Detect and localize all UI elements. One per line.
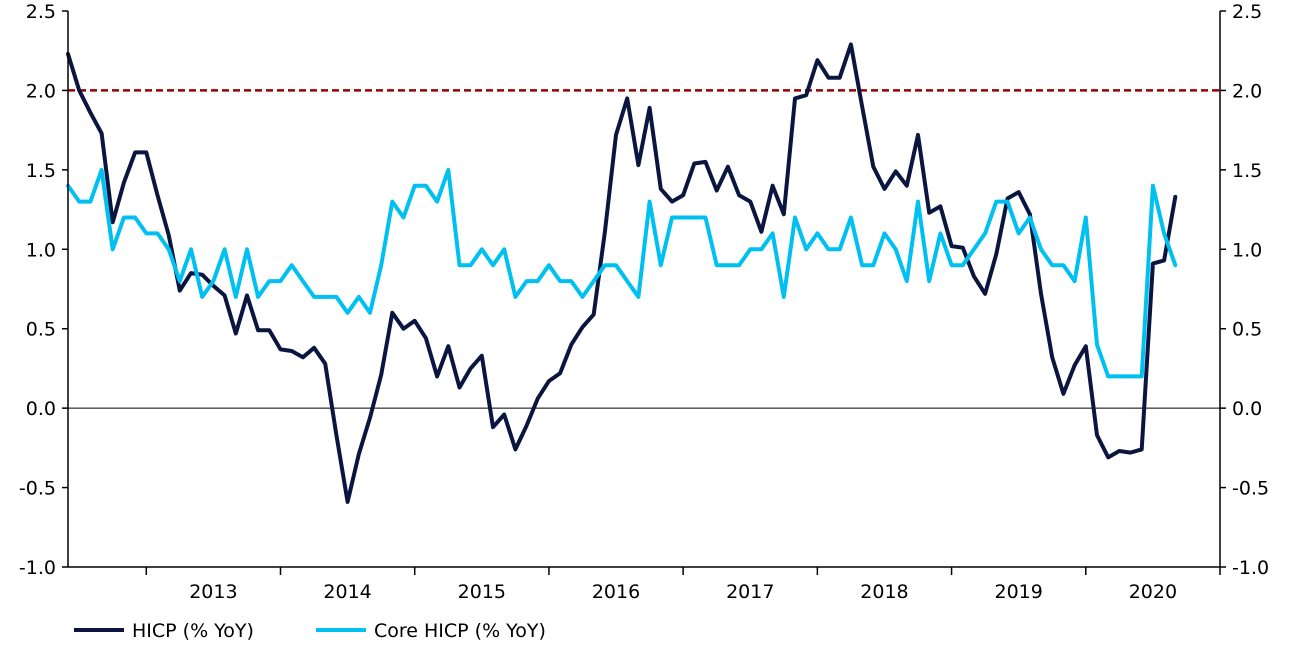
- left-y-tick-label: 1.0: [26, 239, 56, 261]
- left-y-tick-label: 0.0: [26, 398, 56, 420]
- right-y-tick-label: -0.5: [1232, 478, 1269, 500]
- left-y-tick-label: 0.5: [26, 319, 56, 341]
- right-y-tick-label: 1.5: [1232, 160, 1262, 182]
- reference-lines: [68, 89, 1220, 409]
- x-tick-label: 2015: [458, 581, 506, 603]
- legend-label: Core HICP (% YoY): [374, 620, 546, 642]
- right-y-tick-label: 2.5: [1232, 1, 1262, 23]
- left-y-tick-label: 2.5: [26, 1, 56, 23]
- left-y-tick-label: -1.0: [19, 557, 56, 579]
- left-y-tick-label: -0.5: [19, 478, 56, 500]
- right-y-tick-label: 0.5: [1232, 319, 1262, 341]
- right-y-tick-label: 0.0: [1232, 398, 1262, 420]
- x-tick-label: 2013: [189, 581, 237, 603]
- x-tick-label: 2020: [1129, 581, 1177, 603]
- legend-label: HICP (% YoY): [132, 620, 254, 642]
- series-lines: [66, 42, 1178, 504]
- right-y-tick-label: 2.0: [1232, 80, 1262, 102]
- x-tick-label: 2019: [994, 581, 1042, 603]
- x-tick-label: 2014: [323, 581, 371, 603]
- right-y-tick-label: -1.0: [1232, 557, 1269, 579]
- left-y-tick-label: 1.5: [26, 160, 56, 182]
- hicp-series-line: [66, 42, 1178, 504]
- x-tick-label: 2018: [860, 581, 908, 603]
- left-y-tick-label: 2.0: [26, 80, 56, 102]
- x-tick-label: 2017: [726, 581, 774, 603]
- legend: HICP (% YoY) Core HICP (% YoY): [74, 620, 546, 642]
- core-hicp-series-line: [66, 167, 1178, 379]
- x-tick-label: 2016: [592, 581, 640, 603]
- axes: -1.0 -1.0 -0.5 -0.5 0.0 0.0 0.5 0.5 1.0 1.0 1.5 1.5…: [19, 1, 1269, 603]
- right-y-tick-label: 1.0: [1232, 239, 1262, 261]
